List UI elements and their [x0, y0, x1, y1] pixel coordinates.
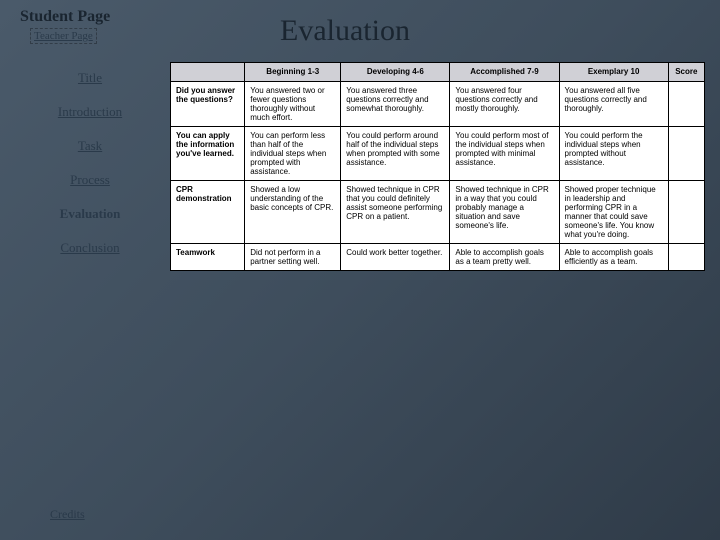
table-row: Teamwork Did not perform in a partner se… — [171, 243, 705, 270]
header-accomplished: Accomplished 7-9 — [450, 63, 559, 82]
header-criteria — [171, 63, 245, 82]
cell-accomplished: You could perform most of the individual… — [450, 126, 559, 180]
table-row: CPR demonstration Showed a low understan… — [171, 180, 705, 243]
table-row: You can apply the information you've lea… — [171, 126, 705, 180]
cell-criteria: Teamwork — [171, 243, 245, 270]
header-developing: Developing 4-6 — [341, 63, 450, 82]
table-row: Did you answer the questions? You answer… — [171, 81, 705, 126]
credits-link[interactable]: Credits — [50, 507, 85, 522]
cell-developing: You could perform around half of the ind… — [341, 126, 450, 180]
cell-exemplary: You answered all five questions correctl… — [559, 81, 668, 126]
cell-accomplished: Showed technique in CPR in a way that yo… — [450, 180, 559, 243]
header-score: Score — [668, 63, 704, 82]
teacher-page-link[interactable]: Teacher Page — [30, 28, 97, 44]
cell-developing: Showed technique in CPR that you could d… — [341, 180, 450, 243]
cell-score — [668, 243, 704, 270]
sidebar-item-process[interactable]: Process — [25, 172, 155, 188]
sidebar-item-evaluation[interactable]: Evaluation — [25, 206, 155, 222]
cell-beginning: You answered two or fewer questions thor… — [245, 81, 341, 126]
cell-beginning: Showed a low understanding of the basic … — [245, 180, 341, 243]
header-beginning: Beginning 1-3 — [245, 63, 341, 82]
cell-exemplary: Showed proper technique in leadership an… — [559, 180, 668, 243]
cell-beginning: Did not perform in a partner setting wel… — [245, 243, 341, 270]
cell-criteria: CPR demonstration — [171, 180, 245, 243]
page-title: Evaluation — [280, 14, 410, 48]
cell-developing: You answered three questions correctly a… — [341, 81, 450, 126]
sidebar-item-introduction[interactable]: Introduction — [25, 104, 155, 120]
sidebar: Title Introduction Task Process Evaluati… — [25, 70, 155, 256]
rubric-table: Beginning 1-3 Developing 4-6 Accomplishe… — [170, 62, 705, 271]
cell-score — [668, 81, 704, 126]
sidebar-item-task[interactable]: Task — [25, 138, 155, 154]
cell-exemplary: Able to accomplish goals efficiently as … — [559, 243, 668, 270]
sidebar-item-title[interactable]: Title — [25, 70, 155, 86]
rubric-header-row: Beginning 1-3 Developing 4-6 Accomplishe… — [171, 63, 705, 82]
cell-criteria: Did you answer the questions? — [171, 81, 245, 126]
cell-beginning: You can perform less than half of the in… — [245, 126, 341, 180]
sidebar-item-conclusion[interactable]: Conclusion — [25, 240, 155, 256]
header-exemplary: Exemplary 10 — [559, 63, 668, 82]
cell-accomplished: Able to accomplish goals as a team prett… — [450, 243, 559, 270]
cell-accomplished: You answered four questions correctly an… — [450, 81, 559, 126]
cell-score — [668, 126, 704, 180]
cell-criteria: You can apply the information you've lea… — [171, 126, 245, 180]
cell-developing: Could work better together. — [341, 243, 450, 270]
student-page-label: Student Page — [20, 8, 110, 26]
cell-score — [668, 180, 704, 243]
cell-exemplary: You could perform the individual steps w… — [559, 126, 668, 180]
